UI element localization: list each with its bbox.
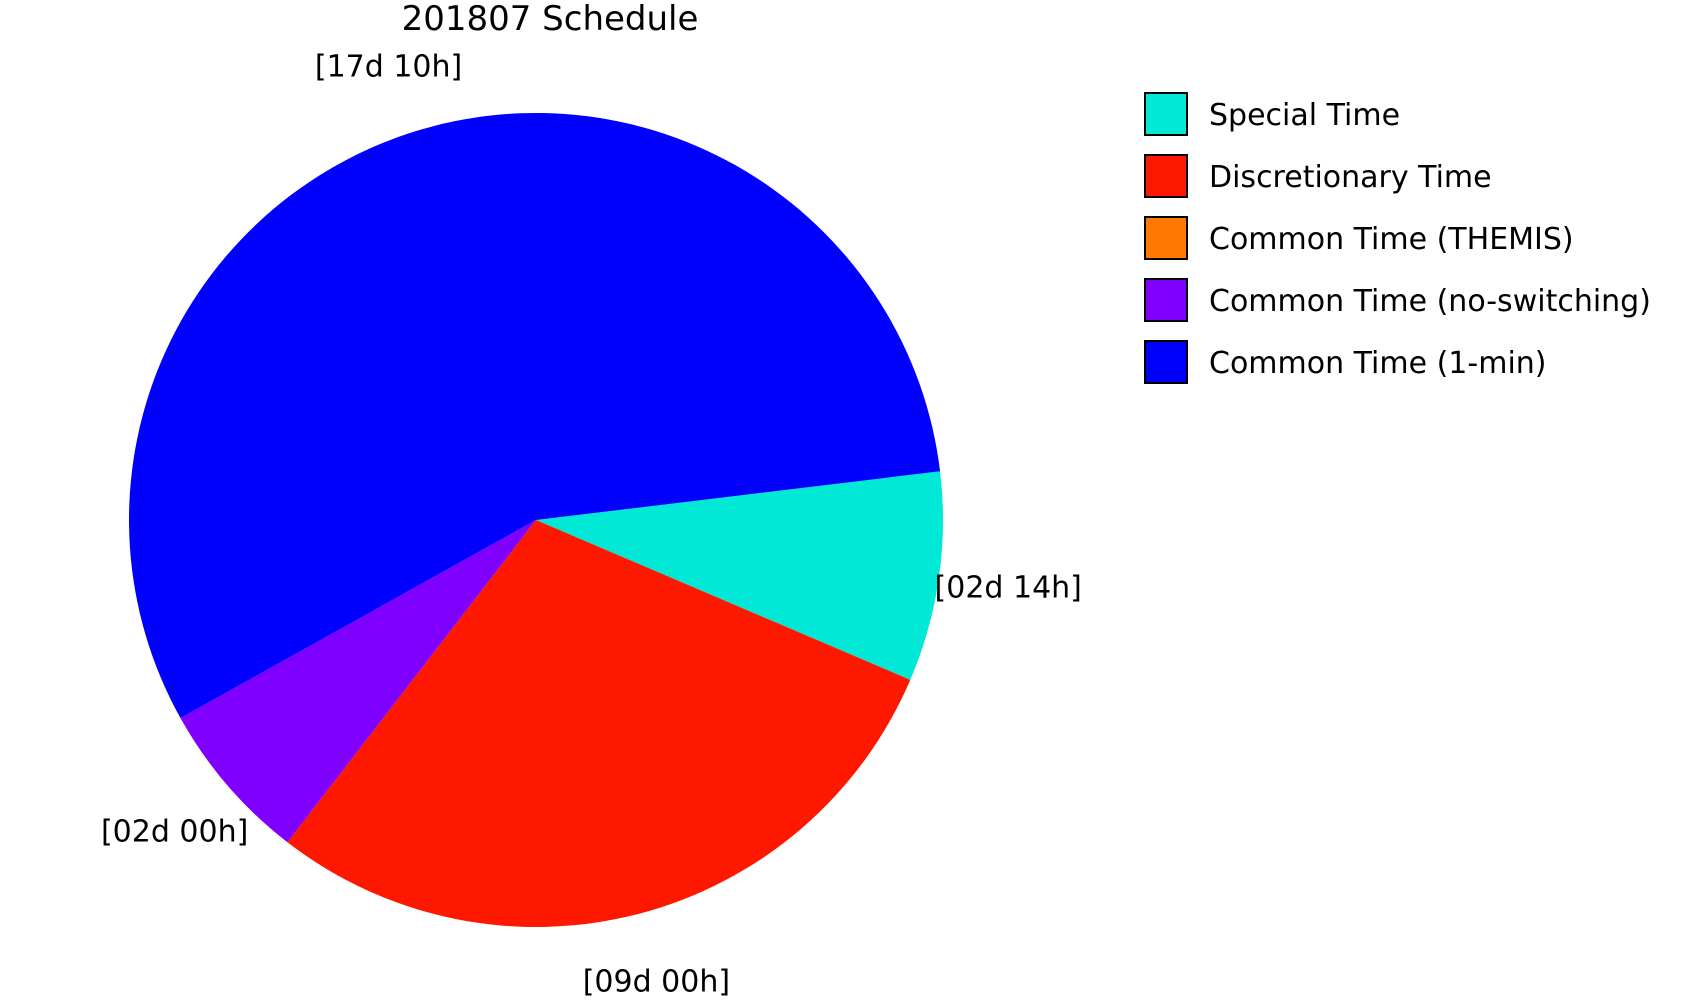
legend-swatch (1144, 216, 1188, 260)
pie-slices (129, 113, 943, 928)
legend-swatch (1144, 340, 1188, 384)
slice-label: [09d 00h] (583, 965, 730, 1000)
pie-slice-discretionary-time (287, 520, 911, 928)
slice-label: [02d 14h] (935, 570, 1082, 605)
legend-swatch (1144, 92, 1188, 136)
legend-label: Discretionary Time (1209, 160, 1492, 195)
legend-swatch (1144, 278, 1188, 322)
slice-label: [02d 00h] (101, 814, 248, 849)
legend-label: Common Time (1-min) (1209, 346, 1547, 381)
chart-title: 201807 Schedule (402, 0, 699, 39)
pie-slice-common-time-1-min (129, 113, 941, 719)
legend-label: Common Time (THEMIS) (1209, 222, 1574, 257)
legend-swatch (1144, 154, 1188, 198)
pie-slice-common-time-no-switching (180, 520, 536, 843)
slice-labels: [02d 14h] [09d 00h] [02d 00h] [17d 10h] (101, 49, 1082, 999)
legend-label: Common Time (no-switching) (1209, 284, 1651, 319)
legend-label: Special Time (1209, 98, 1400, 133)
slice-label: [17d 10h] (315, 49, 462, 84)
pie-slice-special-time (536, 471, 943, 680)
legend: Special Time Discretionary Time Common Tim… (1144, 92, 1651, 384)
